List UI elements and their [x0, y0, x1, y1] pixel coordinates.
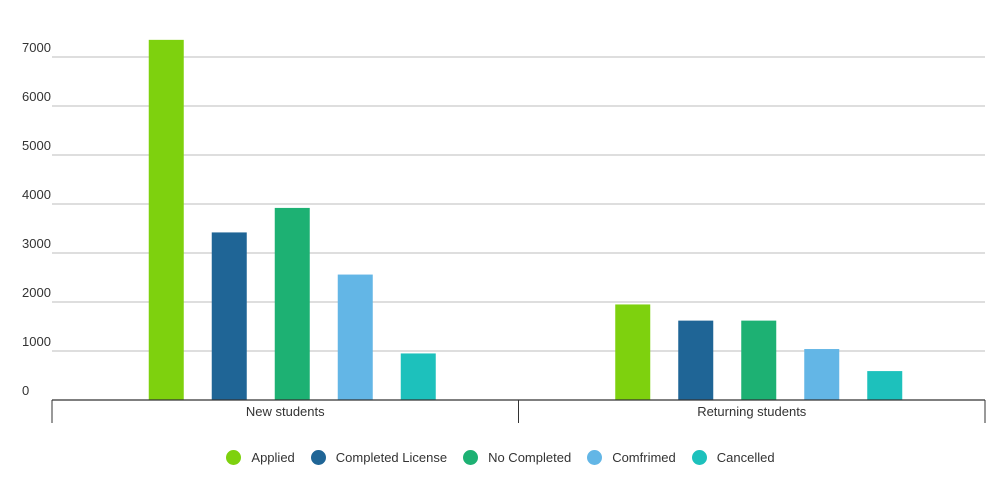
legend-item: Completed License — [310, 450, 448, 465]
bar — [741, 320, 777, 400]
legend-item: Applied — [226, 450, 295, 465]
bar — [274, 207, 310, 400]
bar — [867, 371, 903, 400]
legend-item: Comfrimed — [587, 450, 676, 465]
legend-swatch — [691, 450, 707, 465]
legend-label: Completed License — [335, 450, 448, 465]
y-tick-label: 6000 — [22, 89, 51, 104]
y-tick-label: 0 — [22, 383, 29, 398]
bar — [337, 274, 373, 400]
legend-item: No Completed — [463, 450, 571, 465]
y-tick-label: 2000 — [22, 285, 51, 300]
y-tick-label: 3000 — [22, 236, 51, 251]
bar — [615, 304, 651, 400]
legend-swatch — [463, 450, 479, 465]
bar — [804, 349, 840, 400]
x-axis: New students Returning students — [51, 399, 986, 423]
legend-swatch — [587, 450, 603, 465]
legend-label: No Completed — [488, 450, 572, 465]
y-tick-label: 4000 — [22, 187, 51, 202]
legend-label: Applied — [251, 450, 295, 465]
gridlines — [52, 56, 985, 352]
bar — [678, 320, 714, 400]
bar — [400, 353, 436, 400]
y-tick-label: 7000 — [22, 40, 51, 55]
bar — [148, 39, 184, 400]
x-tick-label: New students — [246, 404, 325, 419]
bars — [148, 39, 903, 400]
legend-swatch — [310, 450, 326, 465]
legend: Applied Completed License No Completed Comf… — [0, 450, 1001, 465]
legend-item: Cancelled — [691, 450, 775, 465]
legend-label: Comfrimed — [612, 450, 676, 465]
bar — [211, 232, 247, 400]
legend-label: Cancelled — [716, 450, 775, 465]
y-tick-label: 5000 — [22, 138, 51, 153]
y-axis-ticks: 0 1000 2000 3000 4000 5000 6000 7000 — [22, 40, 51, 398]
legend-swatch — [226, 450, 242, 465]
y-tick-label: 1000 — [22, 334, 51, 349]
x-tick-label: Returning students — [697, 404, 807, 419]
